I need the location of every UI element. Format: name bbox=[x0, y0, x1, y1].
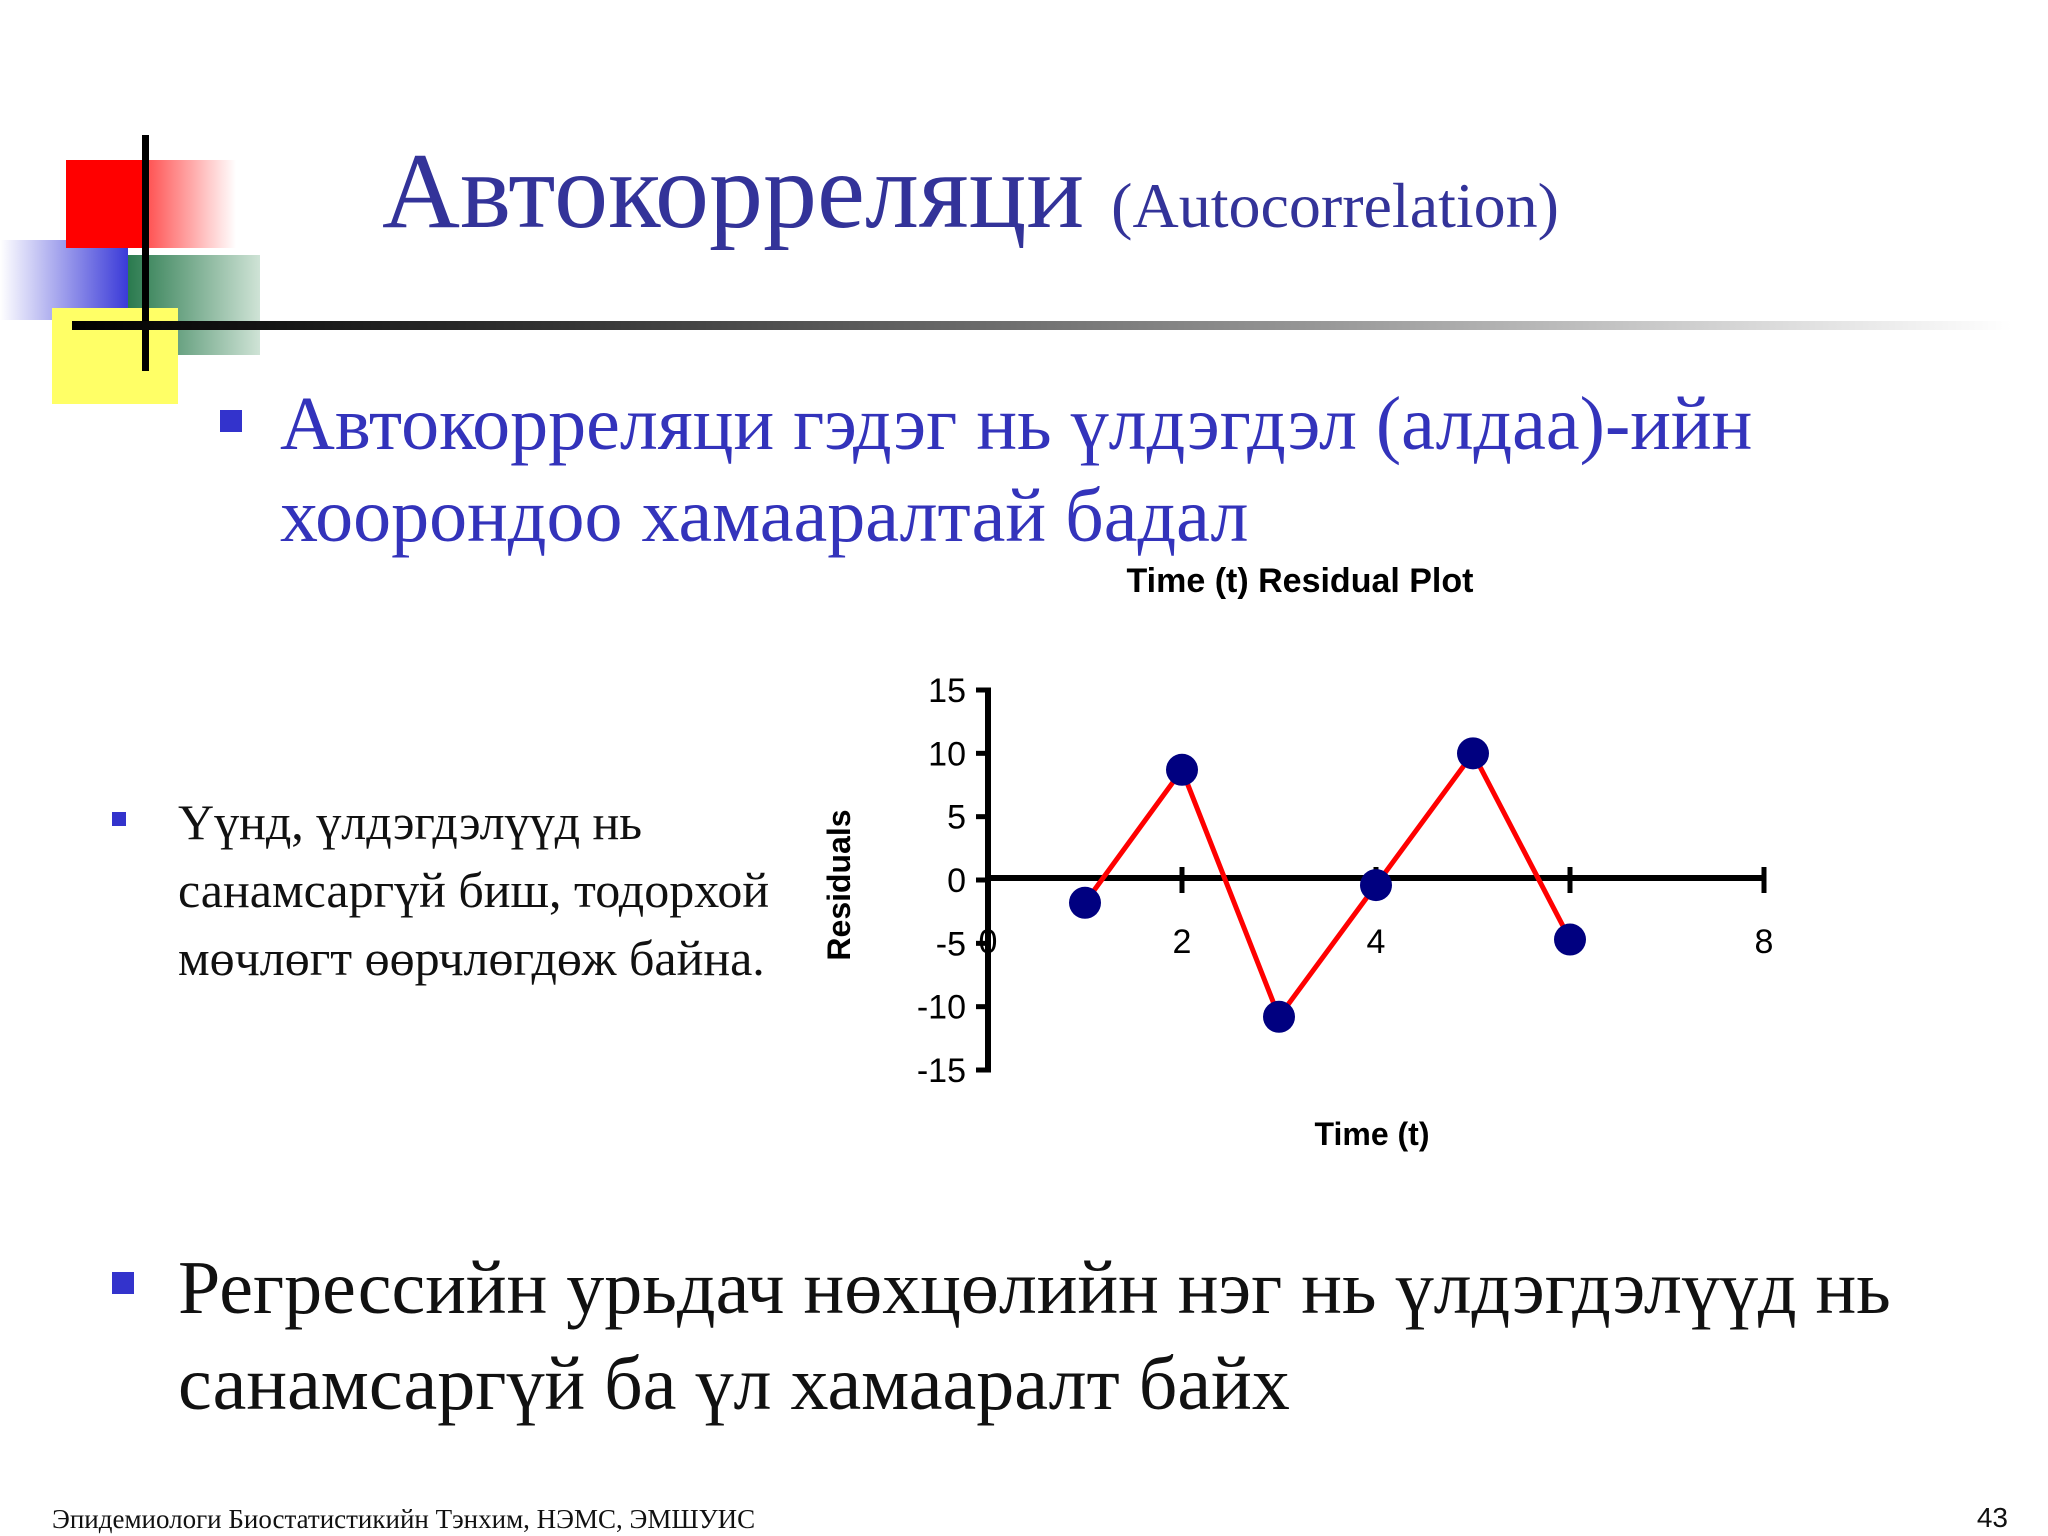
slide-title: Автокорреляци (Autocorrelation) bbox=[382, 138, 1559, 246]
residual-point-5 bbox=[1457, 737, 1489, 770]
title-decoration bbox=[0, 0, 300, 420]
bullet-assumption-text: Регрессийн урьдач нөхцөлийн нэг нь үлдэг… bbox=[178, 1246, 1891, 1426]
x-axis-label: Time (t) bbox=[1315, 1116, 1430, 1152]
x-tick-label-0: 0 bbox=[979, 923, 998, 961]
y-tick-label-0: 0 bbox=[947, 862, 966, 900]
residual-point-1 bbox=[1069, 886, 1101, 919]
y-tick-label-10: 10 bbox=[928, 735, 966, 773]
bullet-definition-text: Автокорреляци гэдэг нь үлдэгдэл (алдаа)-… bbox=[280, 382, 1753, 558]
bullet-observation-text: Үүнд, үлдэгдэлүүд нь санамсаргүй биш, то… bbox=[178, 794, 770, 986]
residual-plot-chart: Time (t) Residual Plot Time (t) Residual… bbox=[821, 562, 1774, 1152]
bullet-definition: Автокорреляци гэдэг нь үлдэгдэл (алдаа)-… bbox=[220, 378, 1980, 562]
y-tick-label--5: -5 bbox=[936, 925, 966, 963]
title-main: Автокорреляци bbox=[382, 132, 1085, 251]
bullet-observation: Үүнд, үлдэгдэлүүд нь санамсаргүй биш, то… bbox=[112, 788, 798, 992]
y-tick-label-15: 15 bbox=[928, 672, 966, 710]
y-axis-label: Residuals bbox=[821, 809, 857, 960]
residual-point-4 bbox=[1360, 869, 1392, 902]
red-fade-decoration bbox=[146, 160, 236, 248]
y-tick-label-5: 5 bbox=[947, 799, 966, 837]
y-tick-label--10: -10 bbox=[917, 989, 966, 1027]
bullet-square-icon bbox=[112, 812, 126, 826]
residual-point-2 bbox=[1166, 753, 1198, 786]
y-tick-label--15: -15 bbox=[917, 1052, 966, 1090]
residual-point-6 bbox=[1554, 923, 1586, 956]
x-tick-label-2: 2 bbox=[1173, 923, 1192, 961]
x-tick-label-8: 8 bbox=[1755, 923, 1774, 961]
title-underline bbox=[0, 0, 2048, 420]
footer-text: Эпидемиологи Биостатистикийн Тэнхим, НЭМ… bbox=[52, 1504, 756, 1534]
residual-point-3 bbox=[1263, 1000, 1295, 1033]
blue-square-decoration bbox=[0, 240, 128, 320]
title-sub: (Autocorrelation) bbox=[1111, 170, 1559, 241]
bullet-square-icon bbox=[112, 1272, 134, 1294]
bullet-assumption: Регрессийн урьдач нөхцөлийн нэг нь үлдэг… bbox=[112, 1240, 2018, 1432]
red-square-decoration bbox=[66, 160, 146, 248]
vertical-rule bbox=[142, 135, 149, 371]
horizontal-rule bbox=[72, 321, 2012, 330]
residual-series-line bbox=[1082, 750, 1573, 1020]
bullet-square-icon bbox=[220, 410, 242, 432]
page-number: 43 bbox=[1976, 1502, 2008, 1533]
chart-title: Time (t) Residual Plot bbox=[1127, 562, 1474, 600]
x-tick-label-4: 4 bbox=[1367, 923, 1386, 961]
